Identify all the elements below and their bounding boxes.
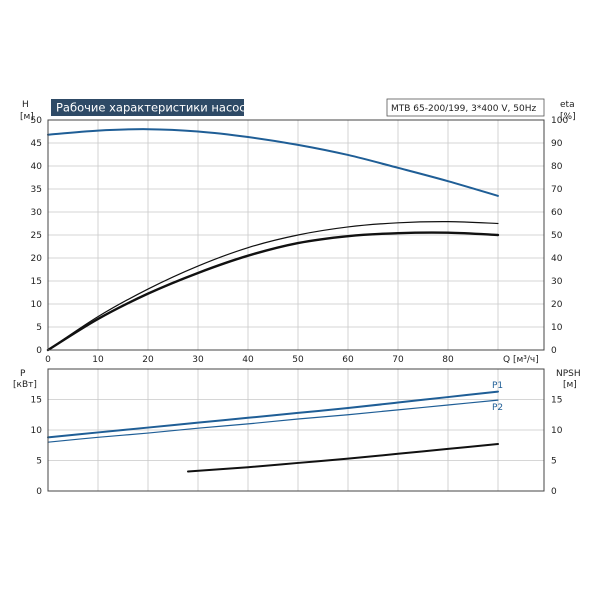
h-tick-label: 0 xyxy=(36,346,42,356)
eta-tick-label: 40 xyxy=(551,254,563,264)
eta-tick-label: 30 xyxy=(551,277,563,287)
x-tick-label: 0 xyxy=(45,355,51,365)
h-tick-label: 10 xyxy=(31,300,43,310)
eta-axis-unit: [%] xyxy=(560,112,576,122)
x-tick-label: 80 xyxy=(442,355,454,365)
npsh-tick-label: 0 xyxy=(551,487,557,497)
npsh-axis-label: NPSH xyxy=(556,369,581,379)
p-tick-label: 10 xyxy=(31,426,43,436)
p-tick-label: 15 xyxy=(31,396,42,406)
model-label: MTB 65-200/199, 3*400 V, 50Hz xyxy=(391,104,536,114)
h-tick-label: 45 xyxy=(31,139,42,149)
eta-tick-label: 60 xyxy=(551,208,563,218)
p-tick-label: 0 xyxy=(36,487,42,497)
series-label-p1: P1 xyxy=(492,381,503,391)
x-tick-label: 60 xyxy=(342,355,354,365)
bottom-plot-frame xyxy=(47,368,545,492)
eta-tick-label: 0 xyxy=(551,346,557,356)
h-tick-label: 20 xyxy=(31,254,43,264)
eta-tick-label: 10 xyxy=(551,323,563,333)
eta-tick-label: 50 xyxy=(551,231,563,241)
npsh-axis-unit: [м] xyxy=(563,380,577,390)
q-axis-label: Q [м³/ч] xyxy=(503,355,539,365)
npsh-tick-label: 15 xyxy=(551,396,562,406)
h-axis-unit: [м] xyxy=(20,112,34,122)
x-tick-label: 30 xyxy=(192,355,204,365)
p-axis-label: P xyxy=(20,369,26,379)
npsh-tick-label: 5 xyxy=(551,457,557,467)
power-curve-p1 xyxy=(47,390,499,439)
model-box xyxy=(386,98,545,117)
efficiency-curve-2 xyxy=(46,231,500,352)
eta-axis-label: eta xyxy=(560,100,575,110)
x-tick-label: 70 xyxy=(392,355,404,365)
x-tick-label: 50 xyxy=(292,355,304,365)
series-label-p2: P2 xyxy=(492,403,503,413)
chart-title: Рабочие характеристики насоса xyxy=(56,101,253,115)
head-curve xyxy=(47,128,499,197)
x-tick-label: 20 xyxy=(142,355,154,365)
p-tick-label: 5 xyxy=(36,457,42,467)
h-tick-label: 30 xyxy=(31,208,43,218)
eta-tick-label: 20 xyxy=(551,300,563,310)
chart-title-bg xyxy=(51,99,244,116)
h-tick-label: 25 xyxy=(31,231,42,241)
power-curve-p2 xyxy=(47,399,499,443)
h-tick-label: 5 xyxy=(36,323,42,333)
eta-tick-label: 80 xyxy=(551,162,563,172)
x-tick-label: 10 xyxy=(92,355,104,365)
top-plot-frame xyxy=(47,119,545,351)
h-tick-label: 15 xyxy=(31,277,42,287)
p-axis-unit: [кВт] xyxy=(13,380,37,390)
npsh-tick-label: 10 xyxy=(551,426,563,436)
efficiency-curve-1 xyxy=(47,221,499,351)
h-tick-label: 50 xyxy=(31,116,43,126)
eta-tick-label: 90 xyxy=(551,139,563,149)
h-tick-label: 40 xyxy=(31,162,43,172)
eta-tick-label: 70 xyxy=(551,185,563,195)
eta-tick-label: 100 xyxy=(551,116,568,126)
h-tick-label: 35 xyxy=(31,185,42,195)
x-tick-label: 40 xyxy=(242,355,254,365)
h-axis-label: H xyxy=(22,100,29,110)
npsh-curve xyxy=(187,443,499,473)
